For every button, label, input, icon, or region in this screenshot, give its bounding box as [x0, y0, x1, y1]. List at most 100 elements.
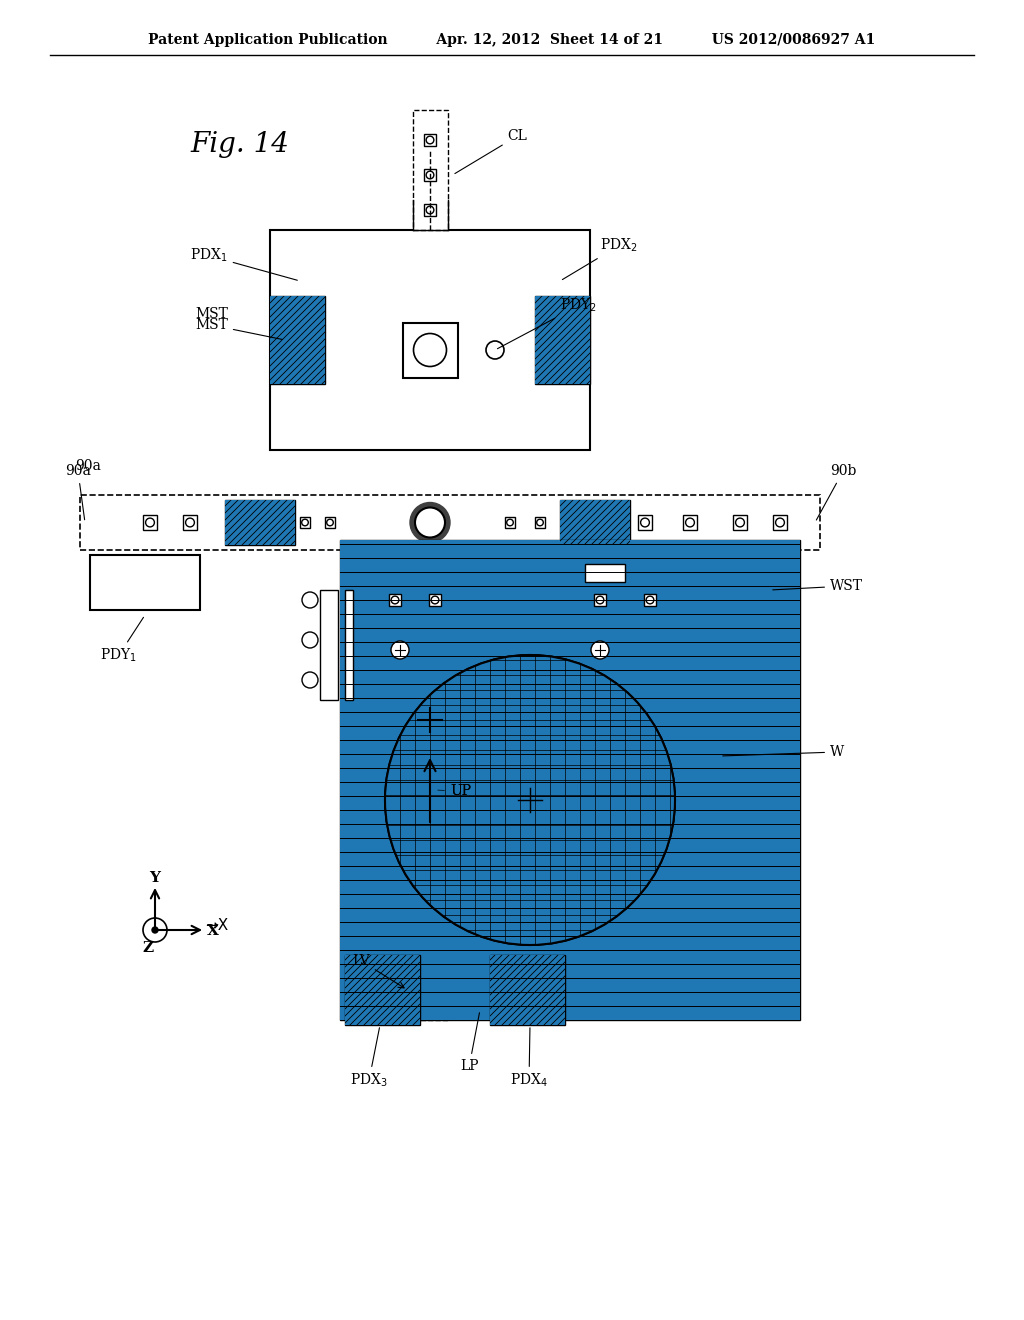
Bar: [424, 764, 436, 776]
Bar: [424, 169, 436, 181]
Text: LP: LP: [460, 1012, 479, 1073]
Circle shape: [152, 927, 158, 933]
Text: LV: LV: [352, 954, 404, 987]
Circle shape: [415, 507, 445, 537]
Text: WST: WST: [773, 579, 863, 593]
Circle shape: [145, 519, 155, 527]
Text: UP: UP: [450, 784, 471, 799]
Circle shape: [507, 519, 513, 525]
Circle shape: [302, 632, 318, 648]
Circle shape: [426, 626, 434, 634]
Circle shape: [426, 981, 434, 989]
Bar: [225, 500, 295, 545]
Circle shape: [686, 519, 694, 527]
Circle shape: [426, 206, 434, 214]
Bar: [535, 296, 590, 384]
Bar: [429, 594, 441, 606]
Text: PDX$_4$: PDX$_4$: [510, 1028, 548, 1089]
Bar: [644, 594, 656, 606]
Bar: [424, 904, 436, 916]
Circle shape: [641, 519, 649, 527]
Bar: [424, 203, 436, 216]
Text: 90b: 90b: [816, 465, 856, 520]
Text: PDX$_2$: PDX$_2$: [562, 238, 638, 280]
Bar: [490, 954, 565, 1026]
Bar: [680, 554, 790, 610]
Circle shape: [414, 334, 446, 367]
Circle shape: [302, 591, 318, 609]
Text: →X: →X: [205, 917, 228, 933]
Circle shape: [185, 519, 195, 527]
Circle shape: [537, 519, 544, 525]
Bar: [424, 589, 436, 602]
Bar: [270, 296, 325, 384]
Circle shape: [426, 766, 434, 774]
Circle shape: [426, 661, 434, 669]
Bar: [345, 954, 420, 1026]
Text: Patent Application Publication          Apr. 12, 2012  Sheet 14 of 21          U: Patent Application Publication Apr. 12, …: [148, 33, 876, 48]
Circle shape: [410, 503, 450, 543]
Circle shape: [426, 836, 434, 843]
Circle shape: [385, 655, 675, 945]
Bar: [424, 978, 436, 991]
Bar: [80, 495, 820, 550]
Text: X: X: [207, 924, 219, 939]
Bar: [424, 729, 436, 742]
Bar: [424, 694, 436, 706]
Circle shape: [426, 906, 434, 913]
Bar: [270, 296, 325, 384]
Bar: [319, 590, 338, 700]
Circle shape: [775, 519, 784, 527]
Bar: [585, 564, 625, 582]
Circle shape: [426, 871, 434, 879]
Circle shape: [385, 655, 675, 945]
Text: 90a: 90a: [75, 459, 101, 473]
Bar: [183, 515, 198, 529]
Text: CL: CL: [455, 129, 527, 173]
Bar: [424, 659, 436, 672]
Bar: [300, 517, 310, 528]
Circle shape: [426, 136, 434, 144]
Bar: [560, 500, 630, 545]
Bar: [424, 799, 436, 812]
Bar: [340, 540, 800, 1020]
Bar: [490, 954, 565, 1026]
Text: PDY$_2$: PDY$_2$: [498, 297, 597, 348]
Bar: [270, 230, 590, 450]
Text: UP: UP: [438, 784, 471, 799]
Bar: [535, 517, 546, 528]
Bar: [345, 590, 353, 700]
Circle shape: [426, 946, 434, 954]
Bar: [325, 517, 336, 528]
Circle shape: [302, 519, 308, 525]
Text: MST: MST: [195, 308, 228, 321]
Text: 90a: 90a: [65, 465, 91, 520]
Bar: [402, 322, 458, 378]
Bar: [560, 500, 630, 545]
Bar: [90, 554, 200, 610]
Bar: [225, 500, 295, 545]
Bar: [424, 944, 436, 956]
Text: W: W: [723, 744, 844, 759]
Text: PDX$_1$: PDX$_1$: [190, 247, 297, 280]
Bar: [773, 515, 787, 529]
Circle shape: [646, 597, 654, 603]
Circle shape: [596, 597, 604, 603]
Circle shape: [735, 519, 744, 527]
Circle shape: [391, 597, 399, 603]
Circle shape: [327, 519, 333, 525]
Bar: [638, 515, 652, 529]
Text: PDX$_3$: PDX$_3$: [350, 1028, 388, 1089]
Circle shape: [426, 801, 434, 809]
Bar: [424, 133, 436, 147]
Bar: [142, 515, 158, 529]
Circle shape: [426, 696, 434, 704]
Circle shape: [391, 642, 409, 659]
Bar: [340, 540, 800, 1020]
Circle shape: [302, 672, 318, 688]
Circle shape: [431, 597, 439, 603]
Text: MST: MST: [195, 318, 283, 339]
Bar: [683, 515, 697, 529]
Bar: [424, 869, 436, 882]
Circle shape: [486, 341, 504, 359]
